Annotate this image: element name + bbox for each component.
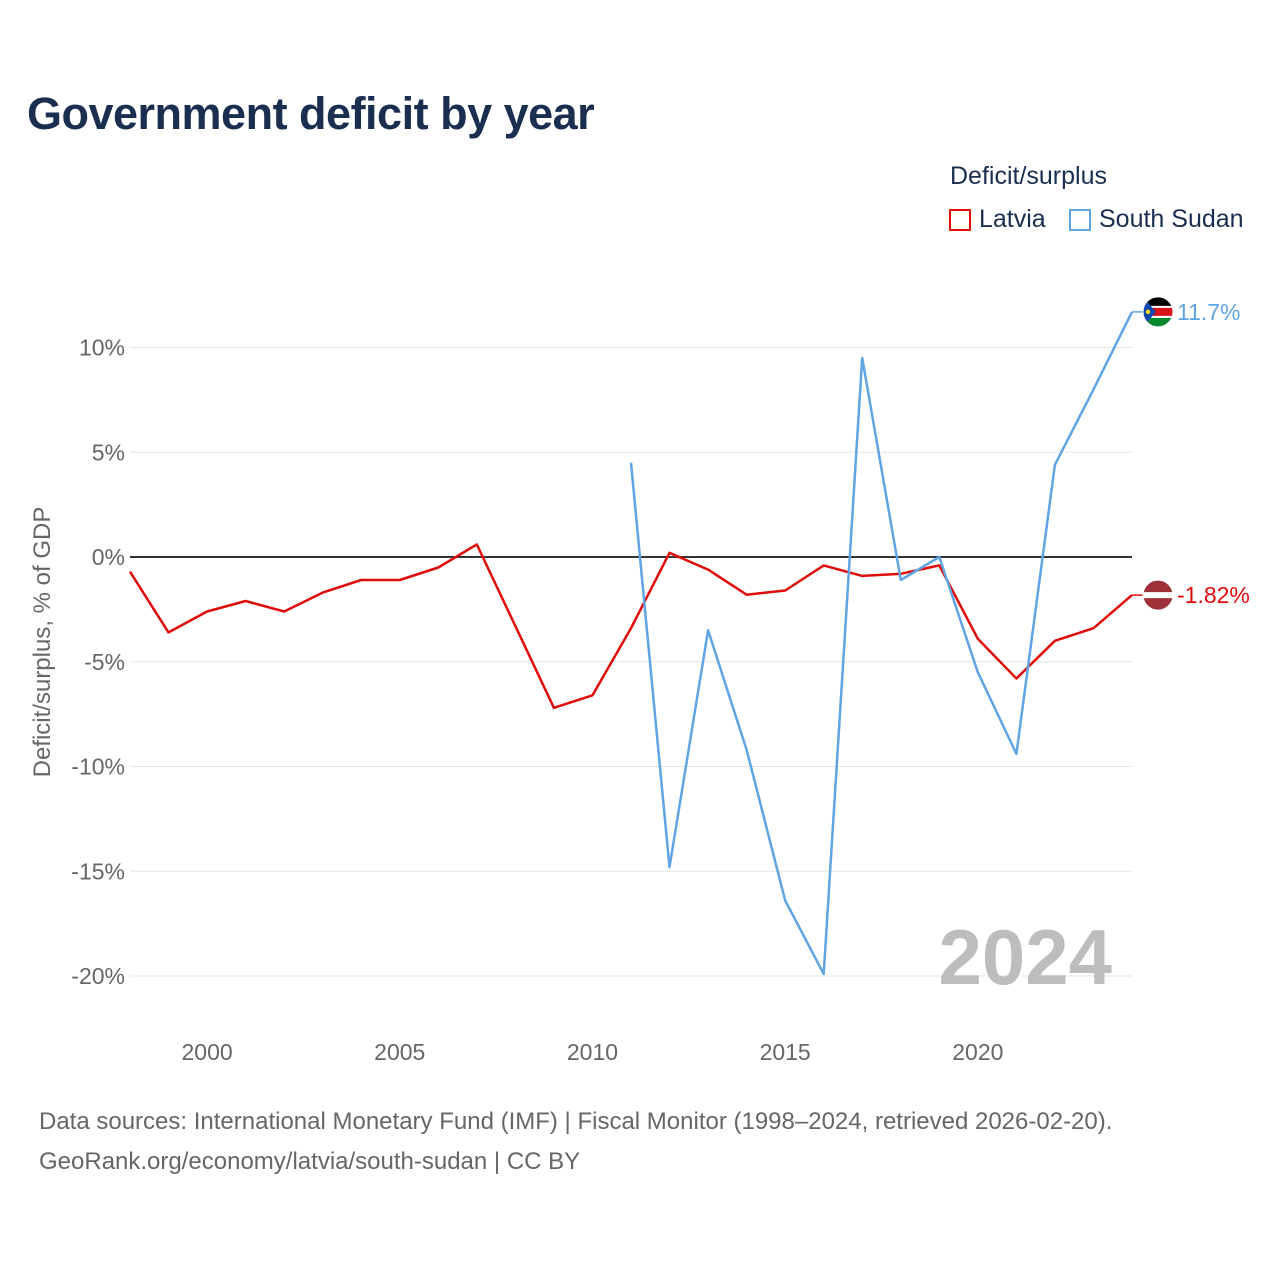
legend-swatch-south-sudan xyxy=(1069,208,1091,231)
series-line-south-sudan xyxy=(629,311,1134,976)
footer-attribution: GeoRank.org/economy/latvia/south-sudan |… xyxy=(39,1148,581,1175)
y-tick-label: 10% xyxy=(79,335,125,361)
latvia-flag-icon xyxy=(1142,579,1174,611)
year-watermark: 2024 xyxy=(938,913,1112,1001)
y-tick-label: -15% xyxy=(71,858,125,884)
x-tick-label: 2020 xyxy=(952,1039,1003,1065)
end-value-label: -1.82% xyxy=(1177,582,1250,608)
y-tick-label: 5% xyxy=(92,439,125,465)
legend-swatch-latvia xyxy=(949,208,971,231)
series-line-latvia xyxy=(128,543,1133,710)
y-axis-label: Deficit/surplus, % of GDP xyxy=(29,507,56,778)
x-tick-label: 2005 xyxy=(374,1039,425,1065)
x-tick-label: 2010 xyxy=(567,1039,618,1065)
y-tick-label: -20% xyxy=(71,963,125,989)
x-axis-ticks: 2000 2005 2010 2015 2020 xyxy=(181,1039,1003,1065)
end-markers: -1.82% 11.7% xyxy=(1132,296,1250,611)
south-sudan-flag-icon xyxy=(1142,296,1174,328)
y-axis-ticks: 10% 5% 0% -5% -10% -15% -20% xyxy=(71,335,125,990)
legend-label-south-sudan: South Sudan xyxy=(1099,205,1244,233)
y-tick-label: 0% xyxy=(92,544,125,570)
footer-sources: Data sources: International Monetary Fun… xyxy=(39,1108,1113,1135)
y-tick-label: -5% xyxy=(84,649,125,675)
legend-label-latvia: Latvia xyxy=(979,205,1046,233)
chart-title: Government deficit by year xyxy=(27,88,595,139)
x-tick-label: 2015 xyxy=(760,1039,811,1065)
legend-title: Deficit/surplus xyxy=(950,162,1107,190)
series-lines xyxy=(128,311,1134,976)
y-tick-label: -10% xyxy=(71,754,125,780)
grid-lines xyxy=(130,347,1132,977)
legend-item-south-sudan[interactable]: South Sudan xyxy=(1069,205,1244,234)
end-value-label: 11.7% xyxy=(1177,299,1241,325)
x-tick-label: 2000 xyxy=(181,1039,232,1065)
legend-item-latvia[interactable]: Latvia xyxy=(949,205,1046,234)
line-chart: 10%5%0%-5%-10%-15%-20% 2000 2005 2010 2015 2… xyxy=(29,296,1250,1065)
